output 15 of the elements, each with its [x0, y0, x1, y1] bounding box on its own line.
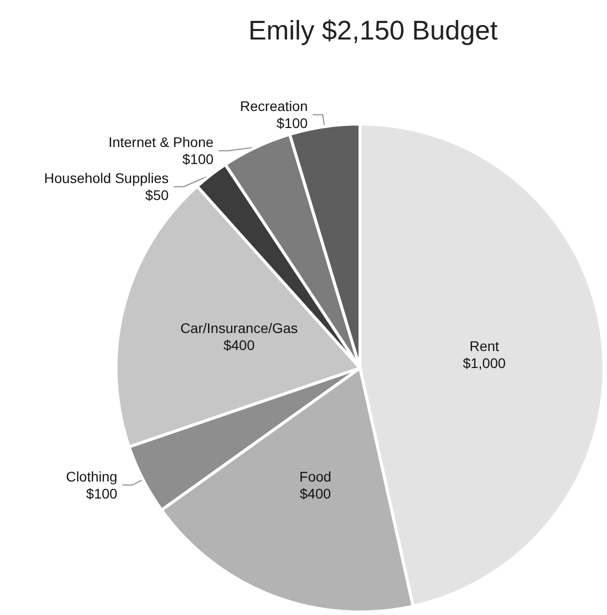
data-label: $400: [300, 485, 332, 502]
data-label: $100: [276, 115, 308, 132]
slice-label: Internet & Phone: [108, 134, 214, 150]
slice-label: Recreation: [240, 98, 308, 114]
data-label: $50: [145, 187, 169, 204]
slice-label: Rent: [469, 338, 500, 354]
data-label: $400: [223, 336, 255, 353]
slice-label: Food: [299, 468, 332, 484]
slice-label: Car/Insurance/Gas: [180, 320, 298, 336]
data-label: $100: [86, 486, 118, 502]
slice-label: Clothing: [66, 468, 118, 485]
data-label: $100: [182, 151, 214, 168]
chart-title: Emily $2,150 Budget: [248, 16, 498, 46]
slice-label: Household Supplies: [44, 170, 169, 186]
data-label: $1,000: [462, 354, 506, 371]
